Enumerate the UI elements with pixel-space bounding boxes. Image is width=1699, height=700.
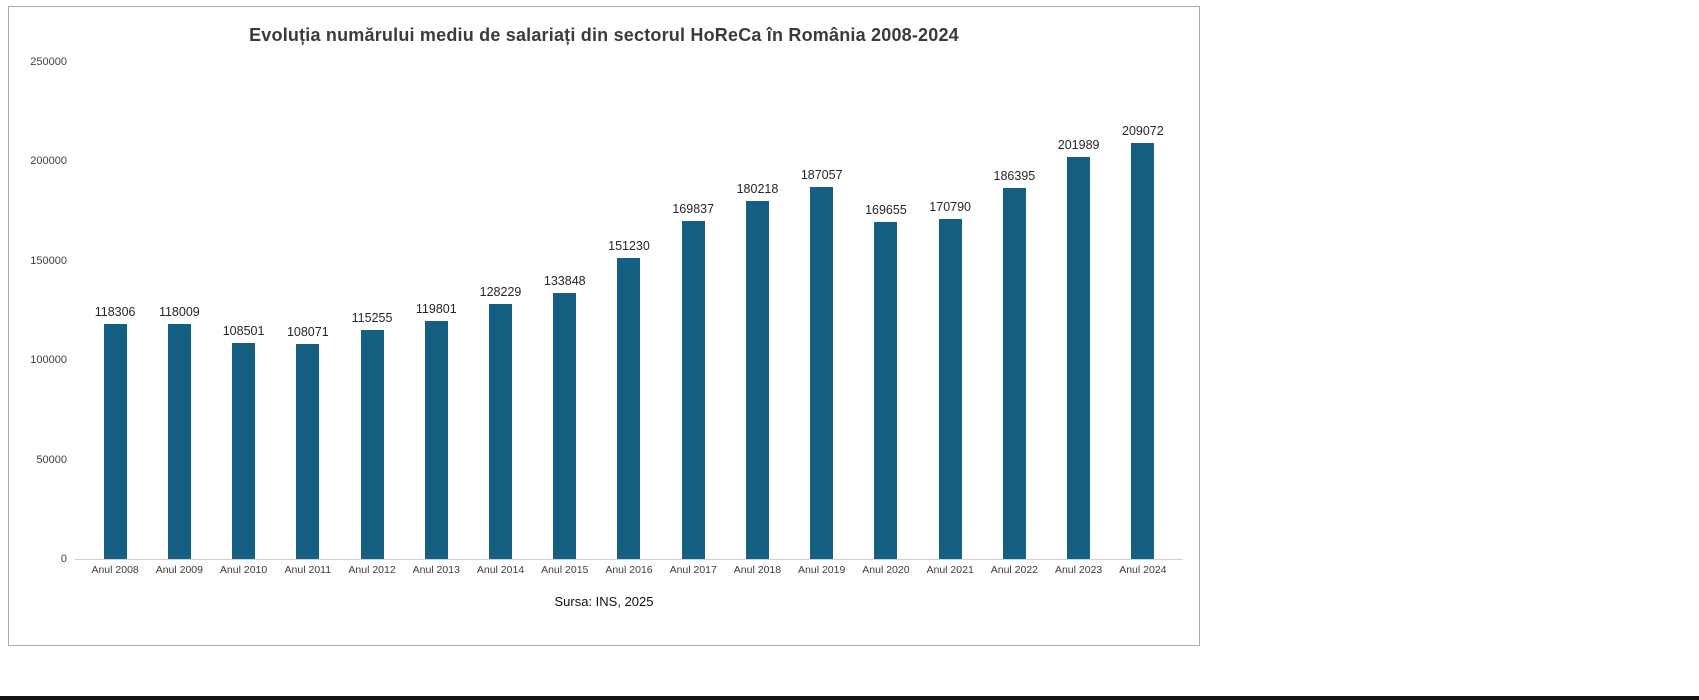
bar (167, 324, 191, 559)
bar-value-label: 133848 (543, 273, 586, 288)
bar (232, 343, 256, 559)
y-tick-label: 150000 (30, 254, 67, 267)
bar (810, 187, 834, 559)
bar-value-label: 209072 (1122, 124, 1164, 139)
bar-group: 186395 Anul 2022 (982, 62, 1046, 576)
x-tick-label: Anul 2019 (798, 564, 846, 576)
bar (296, 344, 320, 559)
bar (103, 323, 127, 559)
bar-value-label: 118009 (158, 305, 200, 320)
bar-value-label: 108501 (222, 324, 265, 339)
x-tick-label: Anul 2009 (155, 564, 203, 576)
bottom-border (0, 696, 1699, 700)
x-tick-label: Anul 2016 (605, 564, 653, 576)
bar-value-label: 128229 (479, 285, 522, 300)
x-tick-label: Anul 2017 (669, 564, 717, 576)
bar-value-label: 115255 (351, 310, 393, 325)
bar (1131, 143, 1155, 559)
bar-value-label: 169837 (672, 202, 715, 217)
bar-value-label: 119801 (415, 301, 457, 316)
chart-container: Evoluția numărului mediu de salariați di… (8, 6, 1200, 646)
bar-group: 180218 Anul 2018 (725, 62, 789, 576)
x-tick-label: Anul 2014 (476, 564, 525, 576)
x-tick-label: Anul 2018 (733, 564, 782, 576)
chart-title: Evoluția numărului mediu de salariați di… (249, 25, 959, 45)
bars-row: 118306 Anul 2008 118009 Anul 2009 108501 Anul… (75, 62, 1183, 576)
y-tick-label: 250000 (30, 56, 67, 68)
x-tick-label: Anul 2022 (990, 564, 1039, 576)
x-tick-label: Anul 2010 (219, 564, 268, 576)
bar-group: 169837 Anul 2017 (661, 62, 725, 576)
bar-group: 128229 Anul 2014 (468, 62, 532, 576)
bar-group: 209072 Anul 2024 (1111, 62, 1175, 576)
bar (360, 329, 384, 559)
bar-value-label: 201989 (1057, 138, 1100, 153)
bar-group: 133848 Anul 2015 (533, 62, 597, 576)
bar-value-label: 187057 (800, 168, 843, 183)
bar-group: 108501 Anul 2010 (211, 62, 275, 576)
bar-group: 151230 Anul 2016 (597, 62, 661, 576)
bar (424, 320, 448, 559)
bar-group: 187057 Anul 2019 (790, 62, 854, 576)
bar (938, 219, 962, 559)
bar (874, 221, 898, 559)
bar-group: 170790 Anul 2021 (918, 62, 982, 576)
bar-value-label: 108071 (286, 325, 329, 340)
y-tick-label: 50000 (36, 453, 67, 466)
x-tick-label: Anul 2021 (926, 564, 974, 576)
bar (553, 292, 577, 559)
bar-value-label: 170790 (929, 200, 972, 215)
bar-group: 108071 Anul 2011 (276, 62, 340, 576)
bar (1067, 157, 1091, 559)
bar-group: 115255 Anul 2012 (340, 62, 404, 576)
x-tick-label: Anul 2008 (91, 564, 139, 576)
bar (489, 304, 513, 559)
x-tick-label: Anul 2012 (348, 564, 396, 576)
source-note: Sursa: INS, 2025 (554, 594, 654, 609)
bar-group: 201989 Anul 2023 (1047, 62, 1111, 576)
x-tick-label: Anul 2024 (1119, 564, 1167, 576)
plot-area: 0 50000 100000 150000 200000 250000 118306 Anu… (30, 56, 1183, 576)
x-tick-label: Anul 2023 (1054, 564, 1103, 576)
bar-group: 119801 Anul 2013 (404, 62, 468, 576)
y-tick-label: 0 (60, 553, 67, 565)
bar-value-label: 118306 (94, 304, 136, 319)
y-tick-label: 200000 (30, 155, 67, 168)
bar-value-label: 180218 (736, 181, 779, 196)
bar (681, 221, 705, 559)
bar (617, 258, 641, 559)
x-tick-label: Anul 2015 (541, 564, 589, 576)
bar-value-label: 151230 (608, 239, 650, 254)
bar-group: 118306 Anul 2008 (83, 62, 147, 576)
y-tick-label: 100000 (30, 354, 67, 367)
x-tick-label: Anul 2013 (412, 564, 460, 576)
bar-value-label: 169655 (865, 202, 907, 217)
bar (1002, 188, 1026, 559)
x-tick-label: Anul 2020 (862, 564, 910, 576)
bar (745, 200, 769, 559)
bar-group: 118009 Anul 2009 (147, 62, 211, 576)
bar-group: 169655 Anul 2020 (854, 62, 918, 576)
x-tick-label: Anul 2011 (284, 564, 332, 576)
bar-value-label: 186395 (993, 169, 1036, 184)
